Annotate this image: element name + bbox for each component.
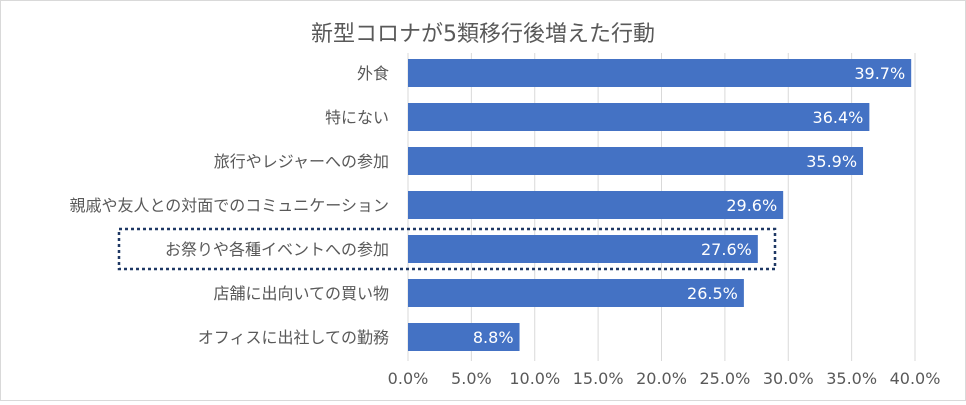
category-label: 店舗に出向いての買い物	[213, 284, 389, 303]
data-label: 8.8%	[473, 328, 514, 347]
x-axis-tick-labels: 0.0% 5.0% 10.0% 15.0% 20.0% 25.0% 30.0% 35.0% 40…	[388, 369, 941, 388]
data-label: 35.9%	[806, 152, 857, 171]
data-label: 36.4%	[813, 108, 864, 127]
chart-title: 新型コロナが5類移行後増えた行動	[311, 22, 655, 47]
category-label: お祭りや各種イベントへの参加	[165, 240, 389, 259]
bar	[408, 191, 784, 219]
x-tick-label: 20.0%	[636, 369, 687, 388]
category-label: 親戚や友人との対面でのコミュニケーション	[69, 196, 389, 215]
data-label: 26.5%	[687, 284, 738, 303]
category-label: 外食	[357, 64, 389, 83]
x-tick-label: 40.0%	[890, 369, 941, 388]
data-label: 29.6%	[726, 196, 777, 215]
category-label: 旅行やレジャーへの参加	[214, 152, 389, 171]
x-tick-label: 35.0%	[826, 369, 877, 388]
bar	[408, 235, 758, 263]
category-labels: 外食特にない旅行やレジャーへの参加親戚や友人との対面でのコミュニケーションお祭り…	[69, 64, 389, 347]
x-tick-label: 25.0%	[699, 369, 750, 388]
x-tick-label: 30.0%	[763, 369, 814, 388]
x-tick-label: 0.0%	[388, 369, 429, 388]
bar	[408, 59, 912, 87]
category-label: 特にない	[325, 108, 389, 127]
x-tick-label: 5.0%	[451, 369, 492, 388]
x-tick-label: 10.0%	[509, 369, 560, 388]
bars: 39.7% 36.4% 35.9% 29.6% 27.6% 26.5% 8.8%	[408, 59, 912, 351]
bar	[408, 103, 870, 131]
data-label: 27.6%	[701, 240, 752, 259]
category-label: オフィスに出社しての勤務	[198, 328, 389, 347]
x-tick-label: 15.0%	[573, 369, 624, 388]
bar	[408, 279, 744, 307]
bar	[408, 147, 864, 175]
data-label: 39.7%	[854, 64, 905, 83]
bar	[408, 323, 520, 351]
